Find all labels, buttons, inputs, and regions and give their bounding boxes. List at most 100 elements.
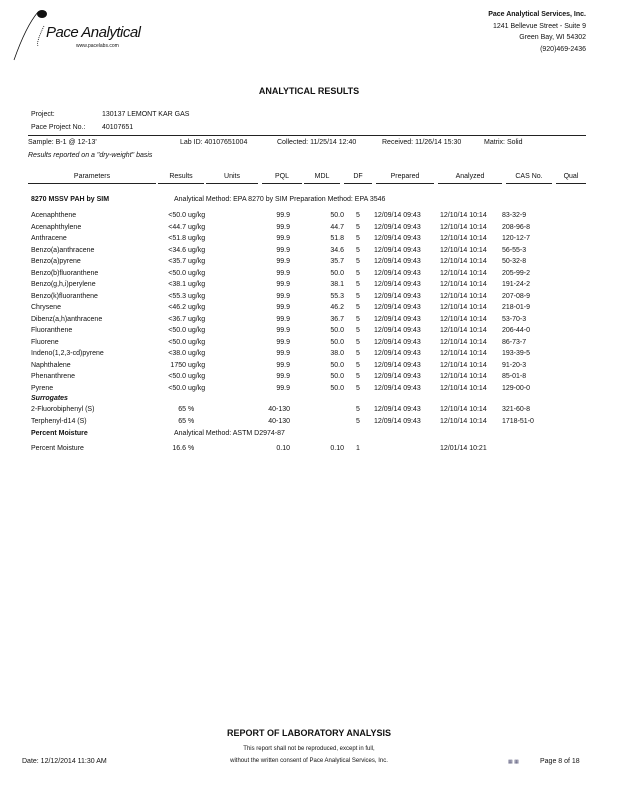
header-underline <box>304 183 340 184</box>
table-cell: ug/kg <box>188 246 206 254</box>
table-cell: 56-55-3 <box>502 246 527 254</box>
table-cell: 99.9 <box>276 269 290 277</box>
table-cell: 12/09/14 09:43 <box>374 235 421 242</box>
table-cell: 40-130 <box>268 417 290 425</box>
company-phone: (920)469-2436 <box>540 45 586 53</box>
project-no-value: 40107651 <box>102 124 134 131</box>
table-cell: 218-01-9 <box>502 304 531 311</box>
table-cell: 12/10/14 10:14 <box>440 315 487 323</box>
table-cell: 12/10/14 10:14 <box>440 304 487 311</box>
table-cell: 83-32-9 <box>502 212 527 219</box>
footer-title: REPORT OF LABORATORY ANALYSIS <box>226 728 392 738</box>
table-cell: 12/10/14 10:14 <box>440 292 487 300</box>
table-cell: 5 <box>356 350 360 357</box>
table-cell: 50.0 <box>330 212 344 219</box>
table-cell: <50.0 <box>168 327 186 334</box>
table-cell: ug/kg <box>188 269 206 277</box>
table-cell: ug/kg <box>188 281 206 288</box>
column-header: Parameters <box>73 173 111 180</box>
report-date: Date: 12/12/2014 11:30 AM <box>22 758 107 765</box>
table-cell: 5 <box>356 315 360 323</box>
table-cell: 0.10 <box>330 445 344 452</box>
table-cell: 5 <box>356 246 360 254</box>
table-cell: 44.7 <box>330 223 344 231</box>
sample-id: Sample: B-1 @ 12-13' <box>28 139 97 146</box>
table-cell: 99.9 <box>276 258 290 265</box>
header-underline <box>556 183 586 184</box>
table-cell: ug/kg <box>188 361 206 369</box>
table-cell: Naphthalene <box>31 361 71 369</box>
table-cell: 50-32-8 <box>502 258 527 265</box>
table-cell: 34.6 <box>330 246 344 254</box>
table-cell: 35.7 <box>330 258 344 265</box>
table-cell: 50.0 <box>330 338 344 346</box>
table-cell: 99.9 <box>276 235 290 242</box>
table-cell: % <box>188 417 195 425</box>
table-cell: Acenaphthene <box>31 212 77 219</box>
table-cell: 205-99-2 <box>502 269 531 277</box>
table-cell: ug/kg <box>188 315 206 323</box>
table-cell: % <box>188 445 195 452</box>
table-cell: 12/10/14 10:14 <box>440 373 487 380</box>
accreditation-icon: ▦ ▦ <box>508 759 519 765</box>
table-cell: ug/kg <box>188 304 206 311</box>
table-cell: 12/10/14 10:14 <box>440 223 487 231</box>
table-cell: 1 <box>356 445 360 452</box>
address-line2: Green Bay, WI 54302 <box>519 34 586 41</box>
table-cell: 5 <box>356 417 360 425</box>
table-cell: 12/10/14 10:14 <box>440 281 487 288</box>
table-cell: 16.6 <box>172 445 186 452</box>
table-cell: 207-08-9 <box>502 292 531 300</box>
header-underline <box>262 183 302 184</box>
table-cell: 99.9 <box>276 281 290 288</box>
table-cell: 12/09/14 09:43 <box>374 281 421 288</box>
table-cell: 5 <box>356 327 360 334</box>
table-cell: 12/09/14 09:43 <box>374 338 421 346</box>
table-cell: 91-20-3 <box>502 361 527 369</box>
project-label: Project: <box>31 111 55 118</box>
table-cell: Benzo(g,h,i)perylene <box>31 281 96 288</box>
address-line1: 1241 Bellevue Street - Suite 9 <box>492 22 586 30</box>
column-header: Prepared <box>390 173 420 180</box>
lab-id: Lab ID: 40107651004 <box>180 139 248 146</box>
table-cell: 5 <box>356 212 360 219</box>
company-address: Pace Analytical Services, Inc. 1241 Bell… <box>488 9 586 55</box>
table-cell: 38.0 <box>330 350 344 357</box>
table-cell: 53-70-3 <box>502 315 527 323</box>
table-cell: 1718-51-0 <box>502 417 534 425</box>
table-cell: 0.10 <box>276 445 290 452</box>
table-cell: 50.0 <box>330 384 344 392</box>
table-cell: 5 <box>356 304 360 311</box>
table-cell: 12/10/14 10:14 <box>440 406 487 413</box>
table-cell: <50.0 <box>168 384 186 392</box>
header-underline <box>376 183 434 184</box>
header-underline <box>206 183 258 184</box>
table-cell: 99.9 <box>276 223 290 231</box>
section-method: Analytical Method: EPA 8270 by SIM Prepa… <box>174 196 386 203</box>
table-cell: 50.0 <box>330 361 344 369</box>
table-cell: Benzo(a)anthracene <box>31 246 95 254</box>
table-cell: ug/kg <box>188 223 206 231</box>
table-cell: 12/10/14 10:14 <box>440 350 487 357</box>
column-header: PQL <box>274 173 289 180</box>
table-cell: 5 <box>356 281 360 288</box>
table-cell: 99.9 <box>276 292 290 300</box>
collected-date: Collected: 11/25/14 12:40 <box>277 139 357 146</box>
section-method: Analytical Method: ASTM D2974-87 <box>174 430 285 437</box>
table-cell: Terphenyl-d14 (S) <box>31 417 87 425</box>
column-header: Units <box>224 173 240 180</box>
header-underline <box>438 183 502 184</box>
table-cell: Benzo(b)fluoranthene <box>31 269 99 277</box>
table-cell: 50.0 <box>330 373 344 380</box>
header-underline <box>506 183 552 184</box>
table-cell: Pyrene <box>31 384 54 392</box>
table-cell: 5 <box>356 235 360 242</box>
table-cell: Indeno(1,2,3-cd)pyrene <box>31 350 104 357</box>
table-cell: 12/09/14 09:43 <box>374 292 421 300</box>
table-cell: Dibenz(a,h)anthracene <box>31 315 103 323</box>
table-cell: 208-96-8 <box>502 223 531 231</box>
table-cell: 12/01/14 10:21 <box>440 445 487 452</box>
table-cell: 65 <box>178 417 186 425</box>
table-cell: 12/09/14 09:43 <box>374 373 421 380</box>
table-cell: 12/10/14 10:14 <box>440 235 487 242</box>
